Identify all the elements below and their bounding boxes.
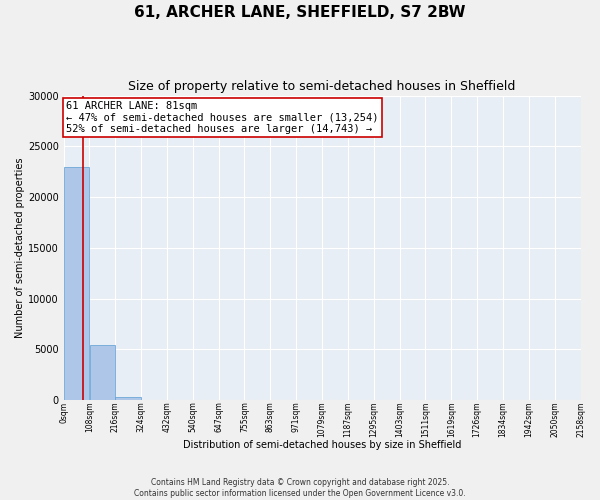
- Bar: [89, 346, 115, 400]
- Title: Size of property relative to semi-detached houses in Sheffield: Size of property relative to semi-detach…: [128, 80, 515, 93]
- Text: 61, ARCHER LANE, SHEFFIELD, S7 2BW: 61, ARCHER LANE, SHEFFIELD, S7 2BW: [134, 5, 466, 20]
- X-axis label: Distribution of semi-detached houses by size in Sheffield: Distribution of semi-detached houses by …: [183, 440, 461, 450]
- Text: Contains HM Land Registry data © Crown copyright and database right 2025.
Contai: Contains HM Land Registry data © Crown c…: [134, 478, 466, 498]
- Text: 61 ARCHER LANE: 81sqm
← 47% of semi-detached houses are smaller (13,254)
52% of : 61 ARCHER LANE: 81sqm ← 47% of semi-deta…: [66, 100, 379, 134]
- Bar: [64, 166, 89, 400]
- Bar: [115, 397, 141, 400]
- Y-axis label: Number of semi-detached properties: Number of semi-detached properties: [15, 158, 25, 338]
